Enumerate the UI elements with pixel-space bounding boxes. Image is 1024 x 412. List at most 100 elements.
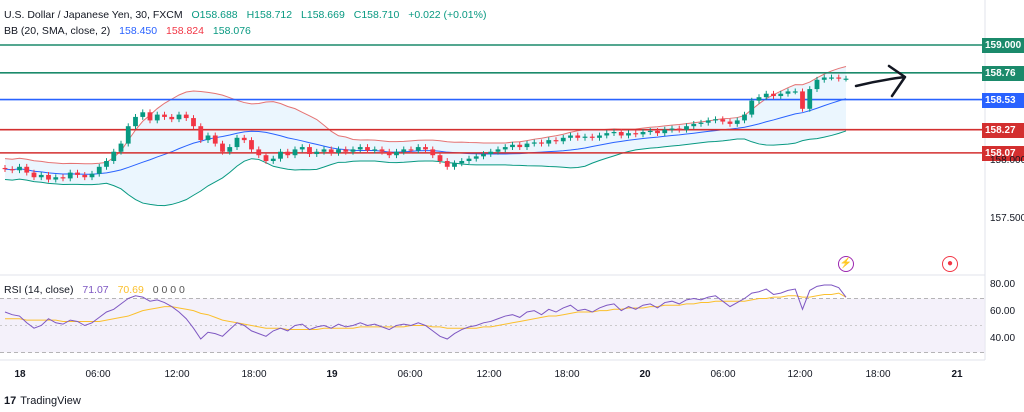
- candle-body: [256, 149, 262, 156]
- candle-body: [17, 166, 22, 171]
- open-value: O158.688: [191, 9, 238, 21]
- candle-body: [343, 149, 349, 152]
- candle-body: [488, 151, 494, 155]
- candle-body: [75, 172, 80, 175]
- candle-body: [829, 77, 834, 79]
- candle-body: [655, 130, 660, 134]
- candle-body: [336, 149, 341, 153]
- candle-body: [125, 126, 131, 144]
- candle-body: [423, 147, 428, 150]
- candle-body: [684, 126, 689, 130]
- candle-body: [9, 169, 15, 171]
- candle-body: [278, 151, 283, 159]
- level-label-4[interactable]: 158.07: [982, 145, 1024, 161]
- candle-body: [633, 133, 639, 135]
- symbol-title: U.S. Dollar / Japanese Yen, 30, FXCM: [4, 9, 183, 21]
- level-label-0[interactable]: 159.000: [982, 38, 1024, 53]
- candle-body: [401, 149, 407, 152]
- candle-body: [821, 77, 827, 80]
- candle-body: [763, 93, 769, 98]
- bb-basis-value: 158.450: [119, 25, 158, 37]
- time-tick-7: 18:00: [554, 369, 580, 380]
- candle-body: [560, 137, 566, 142]
- change-value: +0.022 (+0.01%): [408, 9, 487, 21]
- candle-body: [365, 147, 370, 151]
- bb-label: BB (20, SMA, close, 2): [4, 25, 111, 37]
- candle-body: [473, 156, 479, 159]
- candle-body: [270, 158, 276, 161]
- candle-body: [618, 132, 624, 136]
- candle-body: [604, 133, 610, 136]
- time-tick-3: 18:00: [241, 369, 267, 380]
- candle-body: [756, 97, 762, 101]
- candle-body: [539, 142, 544, 144]
- candle-body: [568, 135, 573, 138]
- tradingview-logo: 17 TradingView: [4, 395, 81, 407]
- candle-body: [357, 147, 363, 150]
- candle-body: [2, 167, 8, 170]
- candle-body: [111, 151, 117, 161]
- bb-upper-value: 158.824: [166, 25, 204, 37]
- candle-body: [89, 173, 95, 178]
- candle-body: [546, 140, 552, 144]
- rsi-tick-2: 40.00: [990, 333, 1016, 344]
- candle-body: [118, 143, 124, 152]
- candle-body: [836, 77, 842, 79]
- candle-body: [183, 114, 189, 119]
- candle-body: [350, 149, 356, 152]
- time-tick-5: 06:00: [397, 369, 423, 380]
- tv-logo-mark: 17: [4, 395, 17, 407]
- candle-body: [807, 89, 813, 109]
- close-value: C158.710: [353, 9, 400, 21]
- price-tick-0: 158.000: [990, 155, 1024, 166]
- candle-body: [386, 151, 392, 156]
- rsi-ma-value: 70.69: [117, 284, 144, 296]
- candle-body: [285, 151, 291, 156]
- candle-body: [241, 137, 247, 141]
- rsi-zeros: 0 0 0 0: [152, 284, 185, 296]
- candle-body: [466, 158, 472, 161]
- rsi-band: [0, 298, 985, 353]
- level-label-1[interactable]: 158.76: [982, 65, 1024, 81]
- candle-body: [212, 135, 218, 144]
- candle-body: [792, 91, 798, 93]
- candle-body: [82, 174, 88, 178]
- time-tick-6: 12:00: [476, 369, 502, 380]
- candle-body: [814, 79, 820, 90]
- candle-body: [575, 135, 581, 138]
- candle-body: [611, 132, 617, 134]
- candle-body: [676, 128, 682, 130]
- candle-body: [96, 166, 102, 174]
- lightning-icon[interactable]: ⚡: [838, 256, 854, 272]
- level-label-3[interactable]: 158.27: [982, 122, 1024, 138]
- record-icon[interactable]: ●: [942, 256, 958, 272]
- bb-lower-line: [4, 130, 847, 207]
- symbol-legend[interactable]: U.S. Dollar / Japanese Yen, 30, FXCM O15…: [4, 9, 492, 21]
- candle-body: [553, 140, 559, 142]
- bb-fill: [5, 66, 846, 206]
- candle-body: [169, 116, 175, 120]
- candle-body: [328, 149, 334, 153]
- rsi-legend[interactable]: RSI (14, close) 71.07 70.69 0 0 0 0: [4, 284, 191, 296]
- candle-body: [379, 149, 385, 152]
- candle-body: [227, 147, 233, 152]
- time-tick-8: 20: [639, 369, 651, 380]
- candle-body: [589, 136, 595, 138]
- level-label-2[interactable]: 158.53: [982, 92, 1024, 108]
- time-tick-1: 06:00: [85, 369, 111, 380]
- candle-body: [502, 147, 508, 150]
- candle-body: [263, 155, 269, 161]
- candle-body: [372, 149, 378, 151]
- candle-body: [785, 91, 791, 94]
- candle-body: [24, 166, 30, 173]
- rsi-tick-1: 60.00: [990, 306, 1016, 317]
- candle-body: [314, 151, 320, 155]
- candle-body: [60, 177, 66, 179]
- candle-body: [147, 112, 153, 121]
- candle-body: [452, 163, 457, 167]
- candle-body: [713, 119, 718, 121]
- candle-body: [495, 149, 501, 152]
- candle-body: [53, 177, 59, 180]
- bb-legend[interactable]: BB (20, SMA, close, 2) 158.450 158.824 1…: [4, 25, 257, 37]
